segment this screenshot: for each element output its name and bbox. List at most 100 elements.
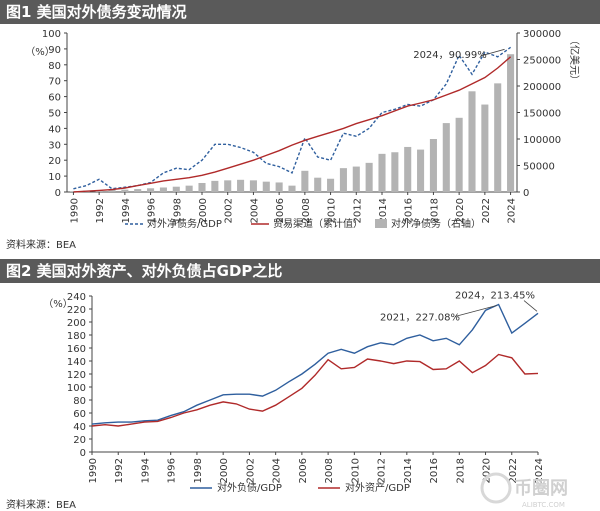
chart2-y-tick-label: 240 [67,292,86,303]
chart2-x-tick-label: 2020 [482,458,493,483]
chart1-x-tick-label: 2022 [481,198,492,223]
chart1-bar [494,83,502,192]
chart2-x-tick-label: 1992 [114,458,125,483]
chart2-line-assets [91,353,539,427]
chart1-left-tick-label: 0 [55,188,61,199]
chart2-y-tick-label: 160 [67,344,86,355]
chart2-x-tick-label: 2002 [245,458,256,483]
chart1-bar [507,54,515,193]
chart1-bar [404,146,412,192]
chart2-legend-liabilities: 对外负债/GDP [217,481,282,494]
chart1-right-tick-label: 0 [523,188,529,199]
chart1-bar [159,187,167,192]
chart2-source: 资料来源：BEA [6,500,77,511]
watermark: 币圈网 ALIBTC.COM [480,472,568,509]
chart1-x-tick-label: 2010 [327,198,338,223]
chart1-bar [352,166,360,192]
chart1-bar [327,178,335,192]
chart1-right-tick-label: 150000 [523,109,561,120]
chart1-x-tick-label: 2020 [455,198,466,223]
chart1-bar [134,189,142,192]
chart2-y-tick-label: 40 [73,422,86,433]
chart2-x-tick-label: 1990 [88,458,99,483]
chart2-y-tick-label: 200 [67,318,86,329]
chart1-bar [314,177,322,192]
chart2-legend-assets: 对外资产/GDP [345,481,410,494]
chart1-bar [378,153,386,192]
chart1-bar [275,182,283,192]
chart2-svg: 0 20 40 60 80 100 120 140 160 180 200 220 240（%） 1990… [43,291,545,494]
chart1-right-tick-label: 50000 [523,162,555,173]
chart1-bar [417,149,425,192]
chart1-panel: 图1 美国对外债务变动情况 0 10 20 30 40 50 60 70 80 90 100 0 500… [0,0,600,252]
chart1-x-tick-label: 2004 [249,198,260,223]
chart1-left-tick-label: 90 [48,45,61,56]
chart1-bar [198,182,206,192]
chart1-bar [429,139,437,192]
chart2-y-tick-label: 60 [73,409,86,420]
chart1-x-tick-label: 2014 [378,198,389,223]
chart1-bar [481,104,489,192]
chart1-source: 资料来源：BEA [6,240,77,251]
chart2-x-tick-label: 2014 [403,458,414,483]
chart1-legend-trade: 贸易渠道（累计值） [273,217,363,230]
chart1-bar [339,168,347,192]
chart1-legend-bars: 对外净债务（右轴） [391,217,481,230]
chart1-x-tick-label: 2018 [429,198,440,223]
chart2-line-liabilities [91,303,539,425]
chart1-x-tick-label: 2024 [507,198,518,223]
chart2-x-tick-label: 2016 [429,458,440,483]
chart1-bar [237,179,245,192]
chart1-x-tick-label: 2006 [275,198,286,223]
chart2-annotation-leader-2024 [523,300,538,312]
chart2-annotation-2021: 2021，227.08% [380,312,460,323]
chart1-bar [301,170,309,192]
chart1-annotation: 2024，90.99% [413,50,487,61]
chart1-bar [172,186,180,192]
chart2-x-tick-label: 2004 [272,458,283,483]
chart1-left-tick-label: 50 [48,109,61,120]
chart2-y-tick-label: 0 [80,448,86,459]
chart2-y-tick-label: 20 [73,435,86,446]
chart2-y-tick-label: 100 [67,383,86,394]
chart2-x-tick-label: 2008 [324,458,335,483]
chart2-x-tick-label: 1998 [193,458,204,483]
chart2-ylabel: （%） [43,298,73,310]
chart1-x-tick-label: 2016 [404,198,415,223]
chart1-bar [468,91,476,192]
watermark-site: ALIBTC.COM [522,501,565,509]
chart2-y-tick-label: 80 [73,396,86,407]
chart1-left-tick-label: 10 [48,172,61,183]
chart1-bar [224,180,232,192]
chart1-x-tick-label: 1996 [147,198,158,223]
chart1-bar [455,117,463,192]
chart1-bar [147,188,155,192]
chart1-ylabel-right: （亿美元） [568,35,581,85]
chart2-x-tick-label: 2000 [219,458,230,483]
chart1-right-tick-label: 100000 [523,135,561,146]
chart1-x-tick-label: 1994 [121,198,132,223]
chart2-y-tick-label: 220 [67,305,86,316]
chart1-legend-net-debt-ratio: 对外净债务/GDP [147,217,222,230]
chart1-legend-swatch-bars [375,219,387,228]
chart1-x-tick-label: 1990 [69,198,80,223]
chart2-y-tick-label: 120 [67,370,86,381]
chart1-right-tick-label: 250000 [523,56,561,67]
chart2-x-tick-label: 2024 [534,458,545,483]
chart2-x-tick-label: 1996 [167,458,178,483]
watermark-brand: 币圈网 [514,478,568,499]
chart2-x-tick-label: 2010 [350,458,361,483]
chart1-right-tick-label: 200000 [523,82,561,93]
chart2-title: 图2 美国对外资产、对外负债占GDP之比 [0,259,600,283]
chart2-annotation-leader-2021 [454,305,497,317]
chart1-right-tick-label: 300000 [523,29,561,40]
chart1-left-tick-label: 20 [48,156,61,167]
chart1-bar [391,152,399,192]
chart1-bar [185,185,193,192]
chart1-line-trade-cumulative [73,56,512,193]
chart2-x-tick-label: 2012 [377,458,388,483]
watermark-logo-icon [480,472,512,504]
chart1-x-tick-label: 2002 [224,198,235,223]
chart2-x-tick-label: 1994 [140,458,151,483]
chart1-x-tick-label: 1998 [172,198,183,223]
